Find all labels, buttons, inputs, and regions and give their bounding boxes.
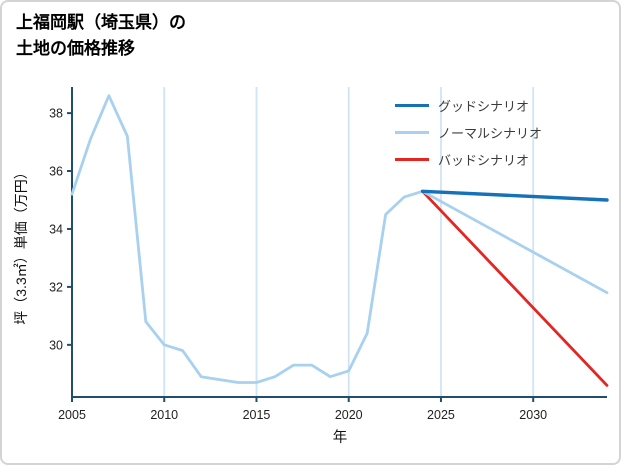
chart-title-line1: 上福岡駅（埼玉県）の xyxy=(16,13,186,32)
x-tick-label: 2015 xyxy=(243,408,271,422)
x-tick-label: 2010 xyxy=(150,408,178,422)
chart-legend: グッドシナリオ ノーマルシナリオ バッドシナリオ xyxy=(395,92,542,173)
legend-item: グッドシナリオ xyxy=(395,92,542,119)
legend-swatch xyxy=(395,131,429,134)
y-tick-label: 34 xyxy=(49,222,63,236)
y-axis-label: 坪（3.3㎡）単価（万円） xyxy=(13,165,29,325)
legend-label: グッドシナリオ xyxy=(438,99,530,114)
x-tick-label: 2005 xyxy=(58,408,86,422)
chart-title-line2: 土地の価格推移 xyxy=(16,38,135,58)
y-tick-label: 30 xyxy=(49,338,63,352)
legend-swatch xyxy=(395,104,429,107)
y-tick-label: 32 xyxy=(49,280,63,294)
x-tick-label: 2025 xyxy=(427,408,455,422)
series-line xyxy=(420,189,609,202)
legend-swatch xyxy=(395,158,429,161)
chart-title: 上福岡駅（埼玉県）の 土地の価格推移 xyxy=(16,10,186,61)
x-tick-label: 2020 xyxy=(335,408,363,422)
series-line xyxy=(421,189,609,387)
legend-item: ノーマルシナリオ xyxy=(395,119,542,146)
y-tick-label: 36 xyxy=(49,165,63,179)
x-axis-label: 年 xyxy=(332,430,348,446)
legend-item: バッドシナリオ xyxy=(395,146,542,173)
y-tick-label: 38 xyxy=(49,107,63,121)
legend-label: ノーマルシナリオ xyxy=(438,126,543,141)
x-tick-label: 2030 xyxy=(519,408,547,422)
legend-label: バッドシナリオ xyxy=(438,153,530,168)
series-line xyxy=(70,94,609,384)
